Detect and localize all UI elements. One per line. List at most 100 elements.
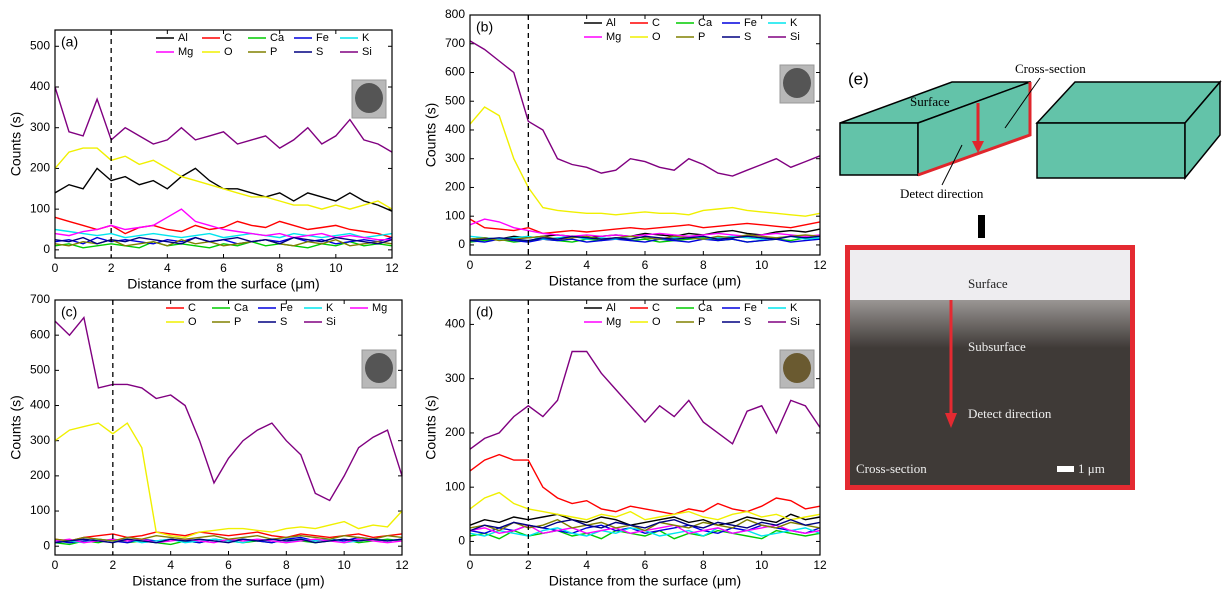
x-tick-label: 8: [283, 558, 290, 572]
label: Cross-section: [1015, 61, 1086, 76]
y-tick-label: 100: [30, 201, 50, 215]
legend-label: K: [326, 302, 334, 314]
data-line: [470, 455, 820, 515]
x-tick-label: 4: [583, 258, 590, 272]
legend-label: S: [316, 46, 323, 58]
scale-bar: [1057, 466, 1074, 472]
panel-label: (b): [476, 19, 493, 35]
legend-label: P: [698, 31, 705, 43]
connector: [978, 215, 985, 238]
legend-label: Mg: [606, 31, 621, 43]
panel-label: (e): [848, 69, 869, 88]
inset-sample: [783, 353, 811, 383]
legend-label: O: [224, 46, 233, 58]
legend-label: S: [744, 316, 751, 328]
legend-label: C: [652, 17, 660, 29]
data-line: [470, 352, 820, 450]
y-tick-label: 500: [30, 38, 50, 52]
y-tick-label: 200: [445, 425, 465, 439]
legend-label: Si: [326, 316, 336, 328]
legend-label: Mg: [178, 46, 193, 58]
legend-label: Ca: [698, 302, 713, 314]
y-tick-label: 600: [445, 65, 465, 79]
legend-label: Ca: [234, 302, 249, 314]
legend-label: Fe: [316, 32, 329, 44]
x-tick-label: 12: [813, 258, 827, 272]
x-tick-label: 6: [642, 558, 649, 572]
label: Surface: [910, 94, 950, 109]
y-tick-label: 200: [30, 468, 50, 482]
y-tick-label: 100: [30, 503, 50, 517]
inset-sample: [355, 83, 383, 113]
chart: 0100200300400500600700024681012Distance …: [8, 292, 409, 589]
box2-front: [1037, 123, 1185, 178]
legend-label: Ca: [698, 17, 713, 29]
legend-label: Al: [606, 17, 616, 29]
x-tick-label: 2: [109, 558, 116, 572]
y-tick-label: 400: [30, 398, 50, 412]
panel-label: (c): [61, 304, 77, 320]
x-axis-label: Distance from the surface (μm): [127, 276, 319, 292]
legend-label: Mg: [372, 302, 387, 314]
y-tick-label: 700: [30, 292, 50, 306]
data-line: [55, 423, 402, 537]
panel-label: (a): [61, 34, 78, 50]
y-tick-label: 200: [445, 180, 465, 194]
y-tick-label: 300: [445, 371, 465, 385]
legend-label: O: [652, 31, 661, 43]
y-axis-label: Counts (s): [423, 395, 439, 460]
y-tick-label: 0: [43, 242, 50, 256]
y-tick-label: 0: [458, 237, 465, 251]
data-line: [470, 219, 820, 233]
data-line: [55, 318, 402, 501]
x-tick-label: 2: [525, 558, 532, 572]
y-tick-label: 0: [458, 534, 465, 548]
legend-label: Fe: [280, 302, 293, 314]
y-tick-label: 0: [43, 538, 50, 552]
x-tick-label: 8: [700, 258, 707, 272]
legend-label: K: [790, 302, 798, 314]
inset-sample: [365, 353, 393, 383]
x-tick-label: 2: [108, 261, 115, 275]
x-tick-label: 2: [525, 258, 532, 272]
legend-label: O: [188, 316, 197, 328]
legend-label: K: [362, 32, 370, 44]
y-tick-label: 200: [30, 161, 50, 175]
x-tick-label: 12: [385, 261, 399, 275]
data-line: [55, 87, 392, 152]
x-tick-label: 6: [220, 261, 227, 275]
legend-label: Si: [790, 31, 800, 43]
legend-label: P: [234, 316, 241, 328]
y-tick-label: 100: [445, 208, 465, 222]
y-tick-label: 400: [30, 79, 50, 93]
x-tick-label: 0: [467, 258, 474, 272]
plot-frame: [470, 15, 820, 255]
legend-label: C: [652, 302, 660, 314]
x-tick-label: 4: [164, 261, 171, 275]
y-tick-label: 300: [445, 151, 465, 165]
x-tick-label: 6: [642, 258, 649, 272]
legend-label: Al: [606, 302, 616, 314]
y-axis-label: Counts (s): [423, 103, 439, 168]
plot-frame: [55, 300, 402, 555]
y-tick-label: 600: [30, 327, 50, 341]
legend-label: K: [790, 17, 798, 29]
diagram: (e) Cross-section Surface Detect directi…: [840, 61, 1220, 490]
x-tick-label: 10: [755, 258, 769, 272]
x-tick-label: 8: [276, 261, 283, 275]
label: Cross-section: [856, 461, 927, 476]
legend-label: S: [744, 31, 751, 43]
data-line: [470, 528, 820, 536]
x-tick-label: 12: [813, 558, 827, 572]
legend-label: Al: [178, 32, 188, 44]
legend-label: Si: [790, 316, 800, 328]
x-tick-label: 4: [167, 558, 174, 572]
x-tick-label: 10: [337, 558, 351, 572]
legend-label: C: [224, 32, 232, 44]
y-axis-label: Counts (s): [8, 395, 24, 460]
legend-label: P: [270, 46, 277, 58]
y-tick-label: 300: [30, 120, 50, 134]
